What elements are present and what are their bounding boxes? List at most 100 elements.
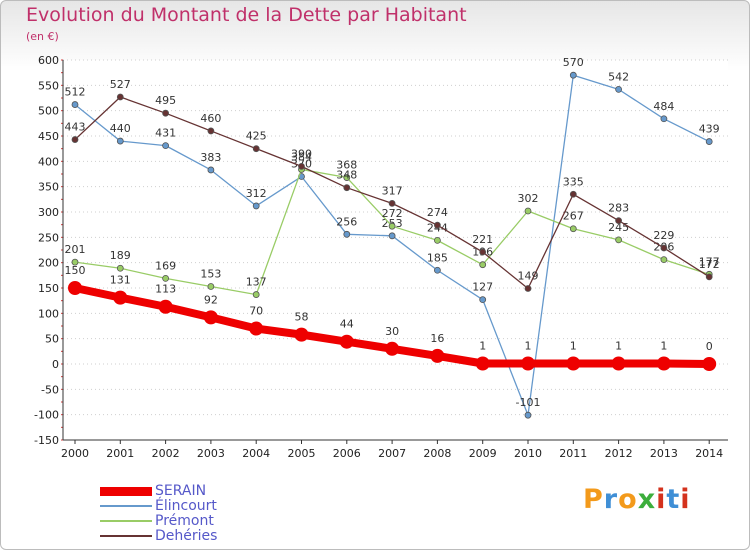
data-point bbox=[158, 299, 173, 314]
data-label: 1 bbox=[615, 339, 622, 352]
x-tick-label: 2012 bbox=[605, 447, 633, 460]
data-label: 44 bbox=[340, 318, 354, 331]
data-label: 131 bbox=[110, 274, 131, 287]
x-tick-label: 2001 bbox=[106, 447, 134, 460]
data-point bbox=[388, 222, 396, 230]
chart-title: Evolution du Montant de la Dette par Hab… bbox=[26, 4, 467, 26]
data-point bbox=[569, 190, 577, 198]
legend-label: Prémont bbox=[155, 513, 214, 529]
data-label: 153 bbox=[200, 267, 221, 280]
data-label: -101 bbox=[516, 396, 541, 409]
y-tick-label: 100 bbox=[38, 307, 59, 320]
y-tick-label: -150 bbox=[34, 434, 59, 447]
data-point bbox=[479, 248, 487, 256]
proxiti-logo: Proxiti bbox=[583, 484, 691, 515]
y-tick-label: 50 bbox=[45, 333, 59, 346]
data-label: 267 bbox=[563, 210, 584, 223]
legend-swatch bbox=[100, 505, 152, 507]
data-point bbox=[207, 127, 215, 135]
data-label: 484 bbox=[653, 100, 674, 113]
data-label: 274 bbox=[427, 206, 448, 219]
logo-letter: i bbox=[680, 484, 691, 515]
data-label: 317 bbox=[382, 184, 403, 197]
x-tick-label: 2009 bbox=[469, 447, 497, 460]
data-point bbox=[615, 236, 622, 244]
data-point bbox=[294, 327, 309, 342]
data-label: 335 bbox=[563, 175, 584, 188]
data-label: 431 bbox=[155, 127, 176, 140]
legend-item-deheries: Dehéries bbox=[100, 529, 300, 544]
data-point bbox=[430, 348, 445, 363]
data-label: 1 bbox=[525, 339, 532, 352]
data-point bbox=[656, 356, 671, 371]
y-tick-label: 350 bbox=[38, 181, 59, 194]
series-elincourt: 512440431383312370256253185127-101570542… bbox=[65, 56, 720, 419]
x-tick-label: 2004 bbox=[242, 447, 270, 460]
data-point bbox=[475, 356, 490, 371]
series-premont: 2011891691531373843682722441963022672452… bbox=[65, 150, 720, 298]
data-label: 16 bbox=[430, 332, 444, 345]
data-label: 1 bbox=[660, 339, 667, 352]
chart-subtitle: (en €) bbox=[26, 30, 59, 43]
legend-label: Dehéries bbox=[155, 528, 218, 544]
data-label: 127 bbox=[472, 281, 493, 294]
data-point bbox=[566, 356, 581, 371]
data-point bbox=[343, 184, 351, 192]
x-tick-label: 2014 bbox=[695, 447, 723, 460]
y-tick-label: 0 bbox=[52, 358, 59, 371]
data-label: 113 bbox=[155, 283, 176, 296]
data-point bbox=[388, 232, 396, 240]
data-label: 70 bbox=[249, 305, 263, 318]
series-serain: 150 131 113 92 70 58 44 30 16 1 1 1 1 1 0 bbox=[65, 264, 717, 371]
y-tick-label: 250 bbox=[38, 231, 59, 244]
data-label: 512 bbox=[65, 86, 86, 99]
data-point bbox=[71, 258, 79, 266]
logo-letter: P bbox=[583, 484, 604, 515]
data-point bbox=[385, 341, 400, 356]
legend-label: SERAIN bbox=[155, 483, 207, 499]
data-point bbox=[569, 225, 577, 233]
data-label: 221 bbox=[472, 233, 493, 246]
data-label: 425 bbox=[246, 130, 267, 143]
data-label: 383 bbox=[200, 151, 221, 164]
data-label: 443 bbox=[65, 121, 86, 134]
y-tick-label: -100 bbox=[34, 409, 59, 422]
data-point bbox=[113, 290, 128, 305]
data-point bbox=[252, 202, 260, 210]
logo-letter: o bbox=[618, 484, 638, 515]
y-tick-label: 450 bbox=[38, 130, 59, 143]
data-point bbox=[705, 138, 713, 145]
data-label: 1 bbox=[570, 339, 577, 352]
data-label: 177 bbox=[699, 255, 720, 268]
data-point bbox=[521, 356, 535, 371]
data-point bbox=[116, 264, 124, 272]
data-point bbox=[207, 166, 215, 174]
data-point bbox=[615, 217, 622, 225]
legend-label: Élincourt bbox=[155, 498, 217, 514]
data-point bbox=[71, 101, 79, 108]
logo-letter: t bbox=[666, 484, 681, 515]
legend-item-premont: Prémont bbox=[100, 514, 300, 529]
logo-letter: x bbox=[637, 484, 657, 515]
x-tick-label: 2002 bbox=[152, 447, 180, 460]
data-point bbox=[569, 71, 577, 79]
data-label: 272 bbox=[382, 207, 403, 220]
data-point bbox=[249, 321, 264, 336]
data-label: 348 bbox=[336, 169, 357, 182]
data-label: 570 bbox=[563, 56, 584, 69]
data-label: 150 bbox=[65, 264, 86, 277]
y-tick-label: 150 bbox=[38, 282, 59, 295]
data-label: 312 bbox=[246, 187, 267, 200]
data-point bbox=[615, 85, 622, 93]
x-tick-label: 2011 bbox=[559, 447, 587, 460]
x-tick-label: 2007 bbox=[378, 447, 406, 460]
x-tick-label: 2010 bbox=[514, 447, 542, 460]
legend-swatch bbox=[100, 486, 152, 496]
data-point bbox=[611, 356, 626, 371]
data-label: 384 bbox=[291, 150, 312, 163]
data-point bbox=[479, 261, 487, 269]
data-point bbox=[705, 273, 713, 281]
data-point bbox=[433, 221, 441, 229]
y-tick-label: 500 bbox=[38, 105, 59, 118]
